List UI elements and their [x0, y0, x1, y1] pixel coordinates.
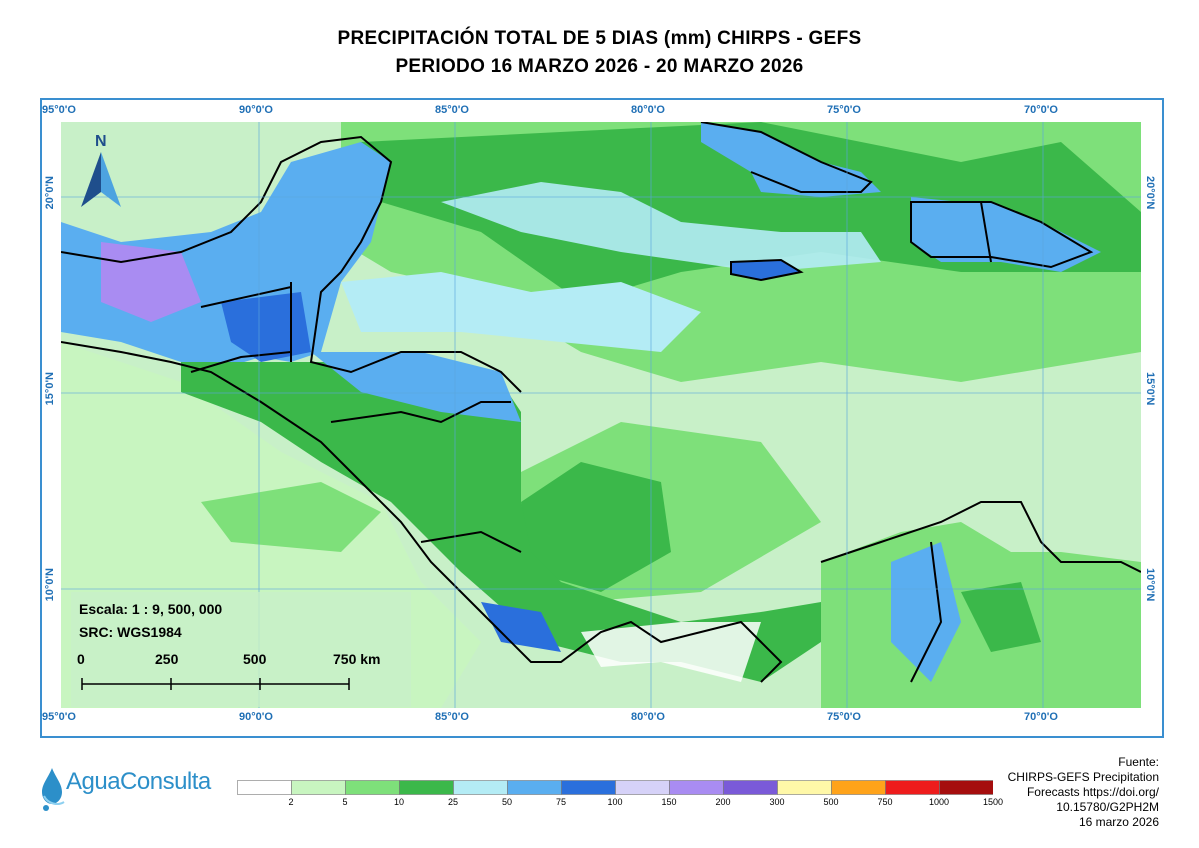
legend-value: 50 [501, 797, 512, 807]
precipitation-map: N [61, 122, 1141, 708]
legend-value: 100 [607, 797, 623, 807]
legend-swatch [777, 780, 832, 795]
legend-value: 10 [393, 797, 404, 807]
legend-value: 750 [877, 797, 893, 807]
legend-swatch [453, 780, 508, 795]
legend-swatch [723, 780, 778, 795]
precip-zone-10mm-south [521, 462, 671, 592]
legend-value: 1500 [982, 797, 1004, 807]
crs-text: SRC: WGS1984 [79, 624, 182, 640]
legend-value: 75 [555, 797, 566, 807]
source-line: CHIRPS-GEFS Precipitation [1007, 770, 1159, 784]
legend-swatch [561, 780, 616, 795]
scale-box [71, 592, 411, 707]
legend-value: 300 [769, 797, 785, 807]
legend-swatch [939, 780, 993, 795]
lat-label-right-10: 10°0'N [1144, 568, 1156, 602]
lon-label-bottom-95: 95°0'O [42, 711, 76, 723]
scale-text: Escala: 1 : 9, 500, 000 [79, 601, 223, 617]
cuba-island [701, 122, 881, 197]
lon-label-bottom-75: 75°0'O [827, 711, 861, 723]
precipitation-legend [237, 780, 993, 795]
source-line: 10.15780/G2PH2M [1056, 800, 1159, 814]
lon-label-bottom-85: 85°0'O [435, 711, 469, 723]
map-title: PRECIPITACIÓN TOTAL DE 5 DIAS (mm) CHIRP… [337, 28, 862, 49]
scalebar-label-250: 250 [155, 651, 179, 667]
precip-zone-75mm [221, 292, 311, 362]
lat-label-left-15: 15°0'N [44, 372, 56, 406]
lat-label-left-10: 10°0'N [44, 568, 56, 602]
legend-value: 150 [661, 797, 677, 807]
lon-label-top-70: 70°0'O [1024, 104, 1058, 116]
lon-label-top-75: 75°0'O [827, 104, 861, 116]
panama-low-precip [581, 622, 761, 682]
country-borders [61, 122, 1141, 683]
legend-swatch [615, 780, 670, 795]
lon-label-bottom-80: 80°0'O [631, 711, 665, 723]
scalebar-label-500: 500 [243, 651, 267, 667]
legend-swatch [345, 780, 400, 795]
lat-label-right-20: 20°0'N [1144, 176, 1156, 210]
legend-value: 1000 [928, 797, 950, 807]
legend-value: 2 [288, 797, 294, 807]
lon-label-top-90: 90°0'O [239, 104, 273, 116]
scale-bar [81, 678, 350, 690]
lat-label-right-15: 15°0'N [1144, 372, 1156, 406]
scalebar-label-0: 0 [77, 651, 85, 667]
legend-swatch [237, 780, 292, 795]
north-label: N [95, 133, 107, 150]
legend-swatch [885, 780, 940, 795]
lon-label-top-80: 80°0'O [631, 104, 665, 116]
logo-text: AguaConsulta [66, 768, 211, 795]
central-america-land [181, 352, 821, 682]
north-arrow-icon: N [81, 133, 121, 207]
honduras-coast-50mm [311, 352, 521, 422]
lon-label-bottom-90: 90°0'O [239, 711, 273, 723]
legend-value: 200 [715, 797, 731, 807]
lat-label-left-20: 20°0'N [44, 176, 56, 210]
precip-zone-25mm-caribbean [341, 272, 701, 352]
legend-value: 5 [342, 797, 348, 807]
pacific-5mm-patch [201, 482, 381, 552]
lon-label-bottom-70: 70°0'O [1024, 711, 1058, 723]
legend-swatch [399, 780, 454, 795]
source-line: Forecasts https://doi.org/ [1026, 785, 1159, 799]
colombia-50mm [891, 542, 961, 682]
source-line: Fuente: [1118, 755, 1159, 769]
costa-rica-75mm [481, 602, 561, 652]
legend-swatch [831, 780, 886, 795]
legend-swatch [507, 780, 562, 795]
lon-label-top-95: 95°0'O [42, 104, 76, 116]
water-drops-icon [42, 768, 65, 811]
hispaniola-island [911, 197, 1101, 272]
scalebar-label-750: 750 km [333, 651, 381, 667]
legend-value: 500 [823, 797, 839, 807]
source-line: 16 marzo 2026 [1078, 815, 1159, 829]
legend-swatch [291, 780, 346, 795]
precip-zone-25mm-north [441, 182, 881, 272]
venezuela-10mm [961, 582, 1041, 652]
lon-label-top-85: 85°0'O [435, 104, 469, 116]
legend-swatch [669, 780, 724, 795]
legend-value: 25 [447, 797, 458, 807]
source-note: Fuente: CHIRPS-GEFS Precipitation Foreca… [1008, 755, 1159, 830]
map-subtitle: PERIODO 16 MARZO 2026 - 20 MARZO 2026 [395, 56, 804, 77]
